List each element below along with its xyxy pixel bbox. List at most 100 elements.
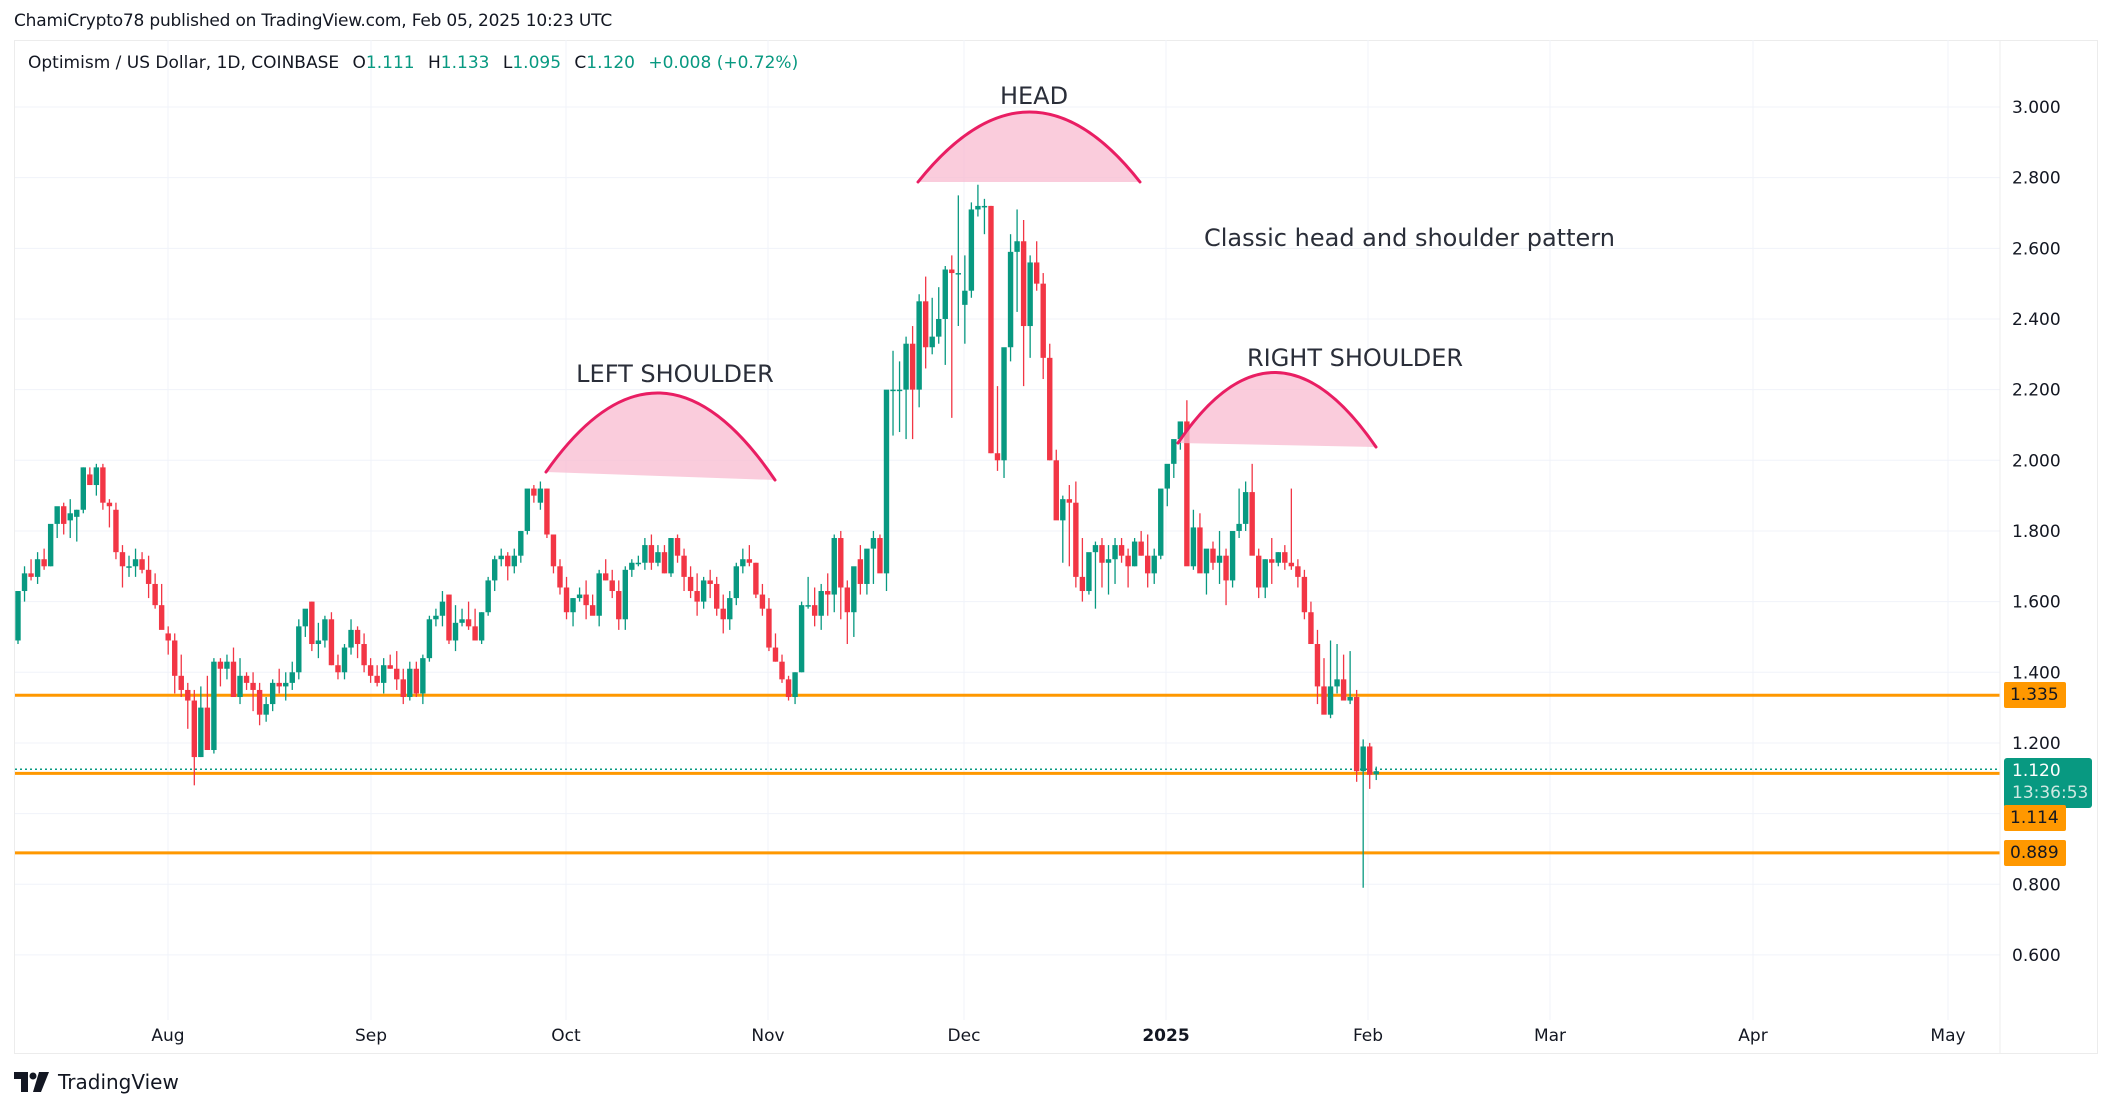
time-tick-label: May (1930, 1026, 1965, 1046)
candle-body (54, 506, 60, 524)
candle (1144, 534, 1151, 588)
candle-body (433, 615, 439, 620)
candle-body (1079, 576, 1086, 592)
candle-body (929, 336, 935, 348)
candle (322, 615, 328, 648)
candle (909, 326, 916, 440)
right-shoulder-label[interactable]: RIGHT SHOULDER (1247, 344, 1463, 372)
horizontal-levels[interactable] (15, 693, 2000, 855)
candle-body (152, 583, 158, 606)
candle (563, 576, 570, 620)
candle (361, 633, 367, 673)
candle (498, 548, 504, 567)
candle (1340, 654, 1347, 701)
head-arc[interactable] (916, 110, 1142, 184)
pattern-drawings[interactable] (544, 110, 1378, 482)
candle (929, 297, 935, 355)
close-label: C (574, 53, 587, 73)
candle (1197, 513, 1203, 574)
close-value: 1.120 (586, 53, 635, 73)
level-tag-1335: 1.335 (2004, 682, 2066, 708)
candle (1249, 463, 1255, 556)
candle-body (165, 633, 171, 641)
candle (348, 619, 354, 655)
candle (204, 675, 211, 751)
candle (400, 668, 406, 705)
price-axis[interactable]: 3.000 2.800 2.600 2.400 2.200 2.000 1.800 1.600… (2012, 98, 2061, 966)
candle-body (1047, 357, 1053, 461)
candle-body (394, 668, 400, 680)
candle (198, 686, 204, 758)
candle (237, 658, 243, 705)
candle (1086, 552, 1092, 595)
candle-body (1334, 679, 1340, 687)
candle-body (642, 545, 648, 563)
time-axis[interactable]: Aug Sep Oct Nov Dec 2025 Feb Mar Apr May (151, 1026, 1965, 1046)
candle (243, 672, 250, 690)
candle (1060, 495, 1066, 563)
candle-body (818, 591, 824, 616)
candle-body (1007, 251, 1014, 348)
candle (296, 619, 302, 680)
left-shoulder-label[interactable]: LEFT SHOULDER (576, 360, 774, 388)
symbol-title: Optimism / US Dollar, 1D, COINBASE (28, 53, 340, 73)
candle-body (1033, 262, 1040, 284)
candle-body (204, 707, 211, 751)
candle-body (955, 273, 962, 275)
candle (531, 485, 537, 503)
candle-body (661, 552, 668, 574)
candle-body (1131, 541, 1138, 567)
candle (1079, 538, 1086, 602)
candle (772, 633, 779, 662)
candle-body (707, 580, 713, 584)
candle-body (1053, 460, 1059, 521)
price-tick-label: 3.000 (2012, 98, 2061, 118)
candle-body (426, 619, 433, 659)
candle (1223, 548, 1229, 606)
candle (988, 205, 994, 454)
candle (524, 488, 531, 535)
candle (668, 538, 674, 577)
candle (537, 481, 544, 510)
candle (354, 626, 361, 659)
candle-body (988, 205, 994, 454)
candle-body (374, 675, 380, 683)
candle-body (1073, 502, 1079, 577)
candle (1164, 463, 1170, 507)
candle-body (1197, 527, 1203, 574)
candle (1073, 481, 1079, 588)
pattern-note-label[interactable]: Classic head and shoulder pattern (1204, 224, 1615, 252)
candle-body (41, 559, 47, 567)
candle-body (524, 488, 531, 531)
candle (34, 552, 41, 584)
level-tag-1114: 1.114 (2004, 805, 2066, 831)
right-shoulder-arc-fill (1178, 372, 1376, 447)
candle (185, 682, 191, 729)
candle (113, 502, 119, 560)
candle (603, 559, 609, 581)
candle-body (903, 343, 909, 390)
right-shoulder-arc[interactable] (1176, 371, 1378, 449)
candle (446, 594, 452, 645)
candle-body (896, 389, 903, 392)
candle-body (145, 569, 152, 584)
candle (864, 548, 870, 595)
candle-body (1040, 283, 1046, 358)
candle (896, 361, 903, 433)
candle (1236, 488, 1242, 539)
head-label[interactable]: HEAD (1000, 82, 1068, 110)
annotation-texts[interactable]: HEAD LEFT SHOULDER RIGHT SHOULDER Classic h… (576, 82, 1615, 388)
candle-body (348, 629, 354, 648)
candle-body (609, 580, 615, 592)
candle (642, 538, 648, 570)
level-tag-0889: 0.889 (2004, 840, 2066, 866)
candle (622, 566, 628, 630)
left-shoulder-arc[interactable] (544, 391, 777, 482)
candle (106, 499, 113, 528)
candle (922, 276, 929, 369)
candle-body (622, 569, 628, 620)
candle-body (655, 552, 661, 563)
candle (380, 658, 387, 694)
price-tick-label: 2.600 (2012, 239, 2061, 259)
